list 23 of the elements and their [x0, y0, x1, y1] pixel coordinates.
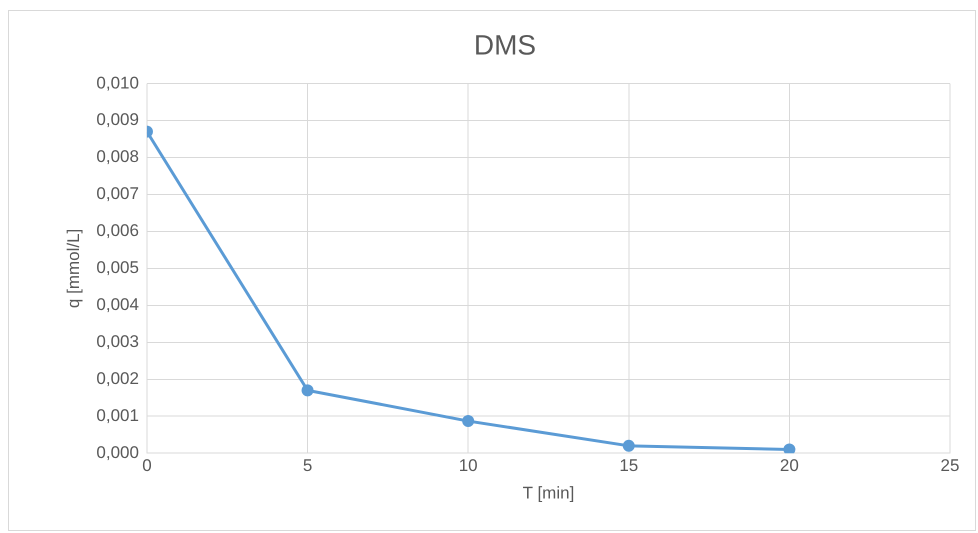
point — [462, 415, 474, 428]
point — [302, 384, 314, 396]
y-tick-label: 0,001 — [96, 406, 139, 425]
y-tick-label: 0,010 — [96, 73, 139, 92]
x-tick-label: 0 — [142, 456, 152, 476]
x-tick-label: 5 — [302, 456, 312, 476]
x-tick-label: 20 — [780, 456, 799, 476]
y-tick-label: 0,004 — [96, 295, 139, 314]
x-tick-label: 10 — [458, 456, 478, 476]
y-tick-label: 0,008 — [96, 147, 139, 166]
y-tick-label: 0,007 — [96, 184, 139, 204]
x-tick-label: 25 — [940, 456, 960, 476]
y-tick-label: 0,002 — [96, 368, 139, 388]
x-axis-title: T [min] — [522, 483, 574, 502]
y-tick-label: 0,009 — [96, 110, 139, 130]
y-tick-label: 0,005 — [96, 258, 139, 278]
y-tick-label: 0,006 — [96, 221, 139, 240]
point — [622, 440, 635, 452]
y-axis-title: q [mmol/L] — [64, 228, 83, 308]
y-tick-label: 0,003 — [96, 332, 139, 352]
chart-title: DMS — [474, 30, 536, 61]
y-tick-label: 0,000 — [96, 442, 139, 462]
x-tick-label: 15 — [619, 456, 638, 476]
